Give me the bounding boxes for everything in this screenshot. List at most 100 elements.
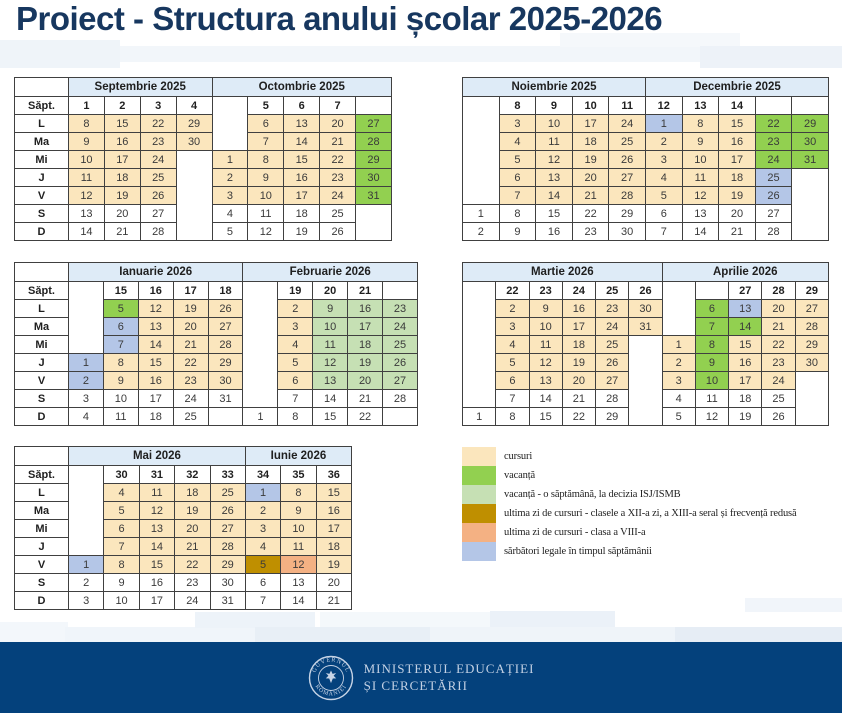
- background-decor-block: [0, 622, 68, 642]
- empty-cell: [462, 114, 500, 133]
- empty-cell: [175, 222, 213, 241]
- date-cell: 1: [644, 114, 683, 133]
- background-decor-block: [0, 46, 842, 62]
- date-cell: 21: [561, 389, 597, 408]
- date-cell: 22: [139, 114, 177, 133]
- date-cell: 9: [68, 132, 105, 151]
- legend-label: vacanță: [504, 470, 536, 481]
- date-cell: 18: [718, 168, 756, 187]
- date-cell: 11: [535, 132, 573, 151]
- day-row-S: 1 8 15 22 29 6 13 20 27: [462, 204, 829, 223]
- date-cell: 28: [754, 222, 793, 241]
- date-cell: 22: [571, 204, 610, 223]
- date-cell: 1: [68, 353, 104, 372]
- date-cell: 31: [207, 389, 244, 408]
- date-cell: 23: [382, 299, 418, 318]
- day-row-S: S 3 10 17 24 31 7 14 21 28: [14, 389, 418, 408]
- date-cell: 5: [644, 186, 683, 205]
- date-cell: 28: [355, 132, 392, 151]
- day-row-D: 2 9 16 23 30 7 14 21 28: [462, 222, 829, 241]
- background-decor-block: [65, 627, 255, 642]
- date-cell: 4: [661, 389, 696, 408]
- day-row-Mi: Mi 7 14 21 28 4 11 18 25: [14, 335, 418, 354]
- month-header: Aprilie 2026: [661, 262, 830, 282]
- date-cell: 28: [209, 537, 246, 556]
- empty-cell: [462, 150, 500, 169]
- date-cell: 30: [791, 132, 829, 151]
- day-label: Ma: [14, 132, 69, 151]
- day-row-J: 6 13 20 27 4 11 18 25: [462, 168, 829, 187]
- date-cell: 12: [138, 501, 176, 520]
- date-cell: 15: [718, 114, 756, 133]
- day-row-Mi: Mi 10 17 24 1 8 15 22 29: [14, 150, 392, 169]
- calendar-table-ian-feb: Ianuarie 2026 Februarie 2026 Săpt. 15 16 17 18…: [14, 262, 418, 426]
- date-cell: 30: [794, 353, 830, 372]
- day-label: J: [14, 353, 69, 372]
- date-cell: 19: [718, 186, 756, 205]
- date-cell: 20: [315, 573, 353, 592]
- date-cell: 16: [718, 132, 756, 151]
- empty-cell: [791, 168, 829, 187]
- empty-cell: [68, 281, 104, 300]
- empty-cell: [207, 407, 244, 426]
- date-cell: 1: [661, 335, 696, 354]
- date-cell: 20: [103, 204, 141, 223]
- date-cell: 26: [595, 353, 630, 372]
- month-header: Octombrie 2025: [211, 77, 392, 97]
- day-label: Ma: [14, 317, 69, 336]
- day-label: J: [14, 537, 69, 556]
- empty-cell: [175, 204, 213, 223]
- date-cell: 1: [211, 150, 249, 169]
- date-cell: 31: [791, 150, 829, 169]
- date-cell: 26: [761, 407, 796, 426]
- date-cell: 10: [694, 371, 730, 390]
- date-cell: 7: [102, 335, 139, 354]
- empty-cell: [694, 281, 730, 300]
- date-cell: 11: [694, 389, 730, 408]
- date-cell: 1: [67, 555, 105, 574]
- day-label: Mi: [14, 150, 69, 169]
- date-cell: 22: [347, 407, 384, 426]
- date-cell: 21: [174, 537, 211, 556]
- calendar-table-mar-apr: Martie 2026 Aprilie 2026 22 23 24 25 26 27 28 29 2…: [461, 262, 830, 426]
- date-cell: 8: [102, 353, 139, 372]
- date-cell: 15: [312, 407, 349, 426]
- calendar-nov-dec: Noiembrie 2025 Decembrie 2025 8 9 10 11 12 13 14…: [462, 77, 830, 241]
- date-cell: 4: [103, 483, 140, 502]
- date-cell: 19: [347, 353, 384, 372]
- date-cell: 4: [211, 204, 249, 223]
- day-row-Ma: Ma 5 12 19 26 2 9 16: [14, 501, 353, 520]
- date-cell: 27: [754, 204, 793, 223]
- month-header: Septembrie 2025: [68, 77, 213, 97]
- date-cell: 4: [498, 132, 537, 151]
- date-cell: 15: [728, 335, 763, 354]
- date-cell: 17: [728, 371, 763, 390]
- date-cell: 30: [209, 573, 246, 592]
- date-cell: 16: [315, 501, 353, 520]
- date-cell: 28: [608, 186, 646, 205]
- date-cell: 5: [102, 299, 139, 318]
- empty-cell: [175, 186, 213, 205]
- week-label: Săpt.: [14, 281, 69, 300]
- date-cell: 25: [139, 168, 177, 187]
- date-cell: 17: [137, 389, 174, 408]
- week-number: 27: [728, 281, 763, 300]
- legend-swatch-sarbatori: [462, 542, 496, 561]
- date-cell: 11: [528, 335, 563, 354]
- week-number: 3: [139, 96, 177, 115]
- date-cell: 3: [68, 389, 104, 408]
- day-row-Mi: 5 12 19 26 3 10 17 24 31: [462, 150, 829, 169]
- date-cell: 2: [67, 573, 105, 592]
- month-header: Decembrie 2025: [644, 77, 830, 97]
- date-cell: 6: [247, 114, 285, 133]
- date-cell: 20: [718, 204, 756, 223]
- empty-cell: [754, 96, 793, 115]
- week-number: 33: [209, 465, 246, 484]
- date-cell: 21: [718, 222, 756, 241]
- day-row-L: 2 9 16 23 30 6 13 20 27: [461, 299, 830, 318]
- date-cell: 12: [247, 222, 285, 241]
- week-number: 26: [628, 281, 663, 300]
- date-cell: 6: [277, 371, 314, 390]
- day-label: V: [14, 186, 69, 205]
- day-row-J: J 1 8 15 22 29 5 12 19 26: [14, 353, 418, 372]
